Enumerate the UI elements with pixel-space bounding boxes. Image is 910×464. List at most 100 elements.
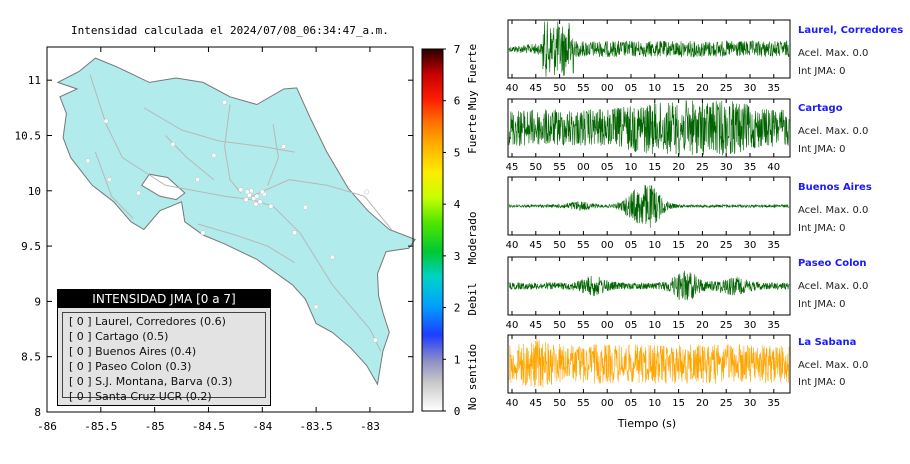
colorbar-tick-label: 3 [454,250,461,263]
waveform-tick-label: 25 [720,83,733,94]
waveform-tick-label: 35 [767,83,780,94]
road [267,124,279,186]
station-markers [85,99,378,343]
map-title: Intensidad calculada el 2024/07/08_06:34… [71,24,389,37]
station-marker [195,177,201,183]
waveform-tick-label: 05 [601,162,614,173]
colorbar-level-label: No sentido [466,344,479,410]
station-marker [292,230,298,236]
station-accel: Acel. Max. 0.0 [798,126,869,137]
station-marker [170,141,176,147]
station-title-cartago: Cartago [798,103,843,114]
waveform-panel: 40 45 50 55 00 05 10 15 20 25 30 35 [506,19,791,94]
map-y-tick-label: 10 [28,185,41,198]
road [197,223,295,264]
colorbar-tick-label: 6 [454,95,461,108]
waveform-tick-label: 10 [648,83,661,94]
colorbar-level-label: Moderado [466,212,479,265]
map-y-tick-label: 8.5 [21,351,41,364]
waveform-tick-label: 55 [553,162,566,173]
waveform-tick-label: 45 [506,162,519,173]
legend-row: [ 0 ] Cartago (0.5) [69,330,169,343]
waveform-tick-label: 15 [672,83,685,94]
station-marker [103,118,109,124]
waveform-tick-label: 00 [601,83,614,94]
station-accel: Acel. Max. 0.0 [798,281,869,292]
road [94,151,134,219]
waveform-tick-label: 10 [648,320,661,331]
station-marker [249,188,254,194]
station-jma: Int JMA: 0 [798,377,846,388]
station-marker [106,177,112,183]
road [224,104,242,194]
map-y-tick-label: 9 [34,295,41,308]
legend-row: [ 0 ] Paseo Colon (0.3) [69,360,192,373]
intensity-legend: INTENSIDAD JMA [0 a 7] [ 0 ] Laurel, Cor… [57,289,271,406]
station-marker [364,189,370,195]
station-accel: Acel. Max. 0.0 [798,205,869,216]
colorbar-level-label: Muy Fuerte [466,44,479,110]
waveform-tick-label: 35 [767,320,780,331]
waveform-tick-label: 50 [553,83,566,94]
waveform-tick-label: 05 [625,240,638,251]
station-marker [254,193,260,199]
station-marker [302,204,308,210]
legend-header: INTENSIDAD JMA [0 a 7] [58,290,270,308]
waveform-panel: 40 45 50 55 00 05 10 15 20 25 30 35 [506,176,791,251]
road [89,74,382,352]
map-x-tick-label: -85 [145,420,165,433]
waveform-tick-label: 00 [601,320,614,331]
legend-row: [ 0 ] Santa Cruz UCR (0.2) [69,390,212,403]
waveform-tick-label: 15 [672,240,685,251]
colorbar-tick-label: 7 [454,43,461,56]
waveform-tick-label: 25 [720,398,733,409]
road [251,179,392,230]
waveform-tick-label: 50 [553,398,566,409]
waveform-tick-label: 10 [625,162,638,173]
waveform-tick-label: 10 [648,398,661,409]
colorbar-tick-label: 2 [454,302,461,315]
waveform-tick-label: 20 [696,83,709,94]
colorbar-tick-label: 4 [454,198,461,211]
waveform-tick-label: 05 [625,320,638,331]
colorbar-tick-label: 1 [454,353,461,366]
station-jma: Int JMA: 0 [798,66,846,77]
waveform-tick-label: 30 [744,320,757,331]
waveform-x-axis-label: Tiempo (s) [617,417,676,430]
waveform-tick-label: 30 [720,162,733,173]
station-marker [211,152,217,158]
station-marker [244,189,250,195]
station-marker [243,197,249,203]
waveform-tick-label: 35 [767,240,780,251]
station-marker [222,99,228,105]
map-x-tick-label: -86 [37,420,57,433]
waveform-tick-label: 00 [601,240,614,251]
waveform-tick-label: 55 [577,83,590,94]
waveform-tick-label: 05 [625,83,638,94]
waveform-tick-label: 30 [744,398,757,409]
waveform-tick-label: 45 [529,320,542,331]
costa-rica-land [56,57,416,386]
waveform-tick-label: 55 [577,240,590,251]
waveform-tick-label: 50 [529,162,542,173]
waveform-tick-label: 55 [577,320,590,331]
waveform-panel: 40 45 50 55 00 05 10 15 20 25 30 35 [506,256,791,331]
waveform-trace [508,100,790,156]
map-x-tick-label: -84 [252,420,272,433]
legend-row: [ 0 ] S.J. Montana, Barva (0.3) [69,375,233,388]
waveform-tick-label: 15 [672,398,685,409]
waveform-panel: 40 45 50 55 00 05 10 15 20 25 30 35 [506,334,791,409]
map-x-tick-label: -83.5 [300,420,333,433]
colorbar-scale [421,48,444,412]
station-title-buenos-aires: Buenos Aires [798,182,872,193]
station-marker [268,203,274,209]
station-title-laurel: Laurel, Corredores [798,25,904,36]
waveform-tick-label: 45 [529,398,542,409]
station-marker [246,192,252,198]
waveform-panel: 45 50 55 00 05 10 15 20 25 30 35 40 [506,98,791,173]
waveform-tick-label: 40 [506,320,519,331]
waveform-tick-label: 15 [672,320,685,331]
gulf-of-nicoya [140,173,186,201]
